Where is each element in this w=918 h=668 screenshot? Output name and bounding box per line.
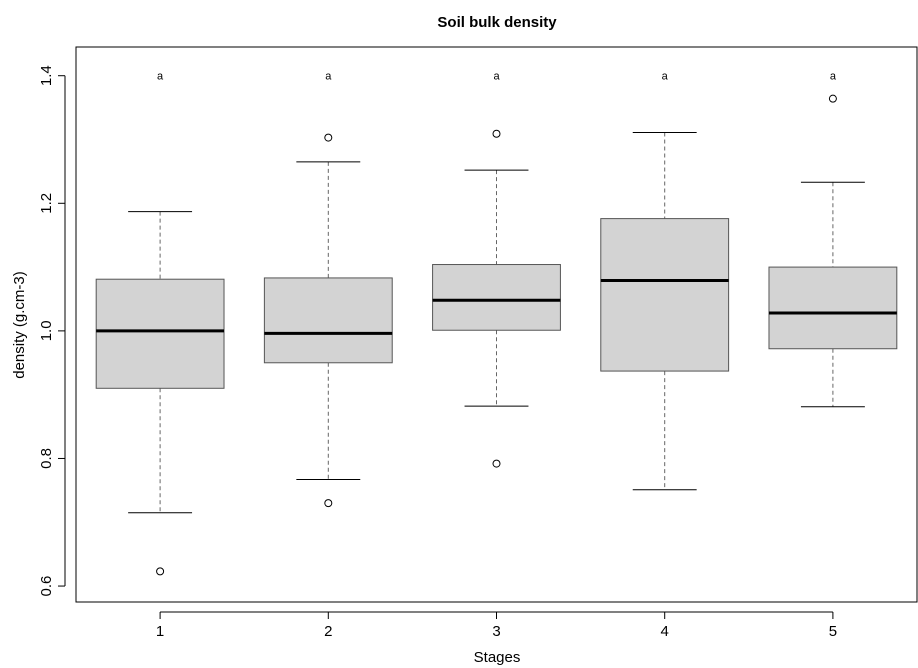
x-tick-label: 3 bbox=[492, 623, 500, 640]
group-letter-label: a bbox=[662, 71, 669, 83]
x-tick-label: 4 bbox=[661, 623, 669, 640]
outlier-point bbox=[324, 499, 333, 508]
y-axis-label: density (g.cm-3) bbox=[11, 271, 28, 379]
box bbox=[432, 264, 561, 331]
x-axis-label: Stages bbox=[474, 649, 521, 666]
group-letter-label: a bbox=[830, 71, 837, 83]
group-letter-label: a bbox=[325, 71, 332, 83]
chart-title: Soil bulk density bbox=[437, 14, 557, 31]
x-tick-label: 1 bbox=[156, 623, 164, 640]
y-tick-label: 0.6 bbox=[38, 576, 55, 597]
y-axis: 0.6 0.8 1.0 1.2 1.4 bbox=[38, 65, 66, 597]
box-series bbox=[95, 94, 898, 576]
x-axis: 1 2 3 4 5 bbox=[156, 611, 837, 640]
box-group bbox=[263, 133, 393, 508]
box-group bbox=[432, 129, 561, 468]
group-letter-label: a bbox=[157, 71, 164, 83]
outlier-point bbox=[492, 459, 501, 468]
box bbox=[768, 266, 898, 350]
y-tick-label: 1.4 bbox=[38, 65, 55, 86]
box bbox=[95, 278, 225, 389]
box-group bbox=[95, 211, 225, 576]
y-tick-label: 0.8 bbox=[38, 448, 55, 469]
x-tick-label: 5 bbox=[829, 623, 837, 640]
y-tick-label: 1.0 bbox=[38, 320, 55, 341]
outlier-point bbox=[828, 94, 837, 103]
group-letter-label: a bbox=[493, 71, 500, 83]
box bbox=[600, 218, 730, 372]
x-tick-label: 2 bbox=[324, 623, 332, 640]
box-group bbox=[600, 131, 730, 491]
box bbox=[263, 277, 393, 364]
outlier-point bbox=[492, 129, 501, 138]
box-group bbox=[768, 94, 898, 408]
outlier-point bbox=[156, 567, 165, 576]
outlier-point bbox=[324, 133, 333, 142]
plot-frame bbox=[75, 46, 918, 603]
y-tick-label: 1.2 bbox=[38, 193, 55, 214]
